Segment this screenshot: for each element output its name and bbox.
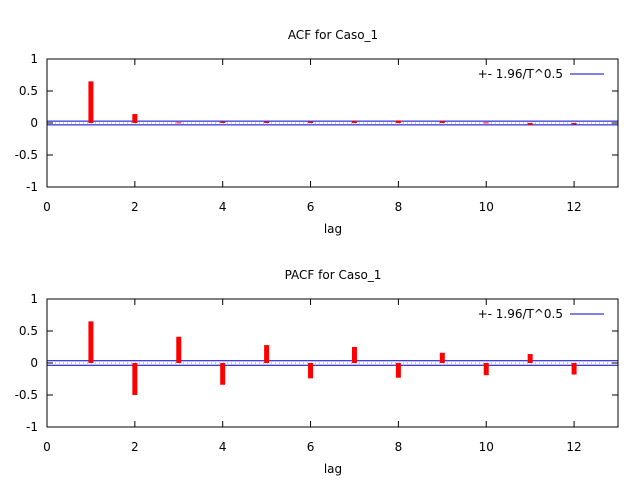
bar-lag-11: [527, 123, 533, 125]
bar-lag-5: [264, 345, 270, 363]
bar-lag-2: [132, 363, 138, 395]
bar-lag-12: [571, 363, 577, 375]
bar-lag-9: [439, 352, 445, 363]
y-tick-label: -0.5: [15, 388, 38, 402]
bar-lag-12: [571, 123, 577, 125]
chart-title: ACF for Caso_1: [288, 28, 378, 42]
bar-lag-2: [132, 114, 138, 123]
x-tick-label: 2: [131, 440, 139, 454]
x-tick-label: 2: [131, 200, 139, 214]
bar-lag-8: [395, 120, 401, 123]
bar-lag-3: [176, 122, 182, 124]
x-tick-label: 6: [307, 200, 315, 214]
x-tick-label: 6: [307, 440, 315, 454]
x-tick-label: 4: [219, 440, 227, 454]
y-tick-label: 1: [30, 292, 38, 306]
bar-lag-4: [220, 121, 226, 123]
chart-title: PACF for Caso_1: [285, 268, 382, 282]
legend-label: +- 1.96/T^0.5: [478, 67, 563, 81]
pacf-panel: PACF for Caso_1 1 0.5 0 -0.5 -1 0 2 4 6 8 10 12 lag +-…: [15, 268, 619, 476]
bar-lag-10: [483, 122, 489, 124]
x-tick-label: 0: [43, 440, 51, 454]
x-tick-label: 10: [479, 200, 494, 214]
acf-panel: ACF for Caso_1 1 0.5 0 -0.5 -1 0 2 4 6 8 10 12 lag +- …: [15, 28, 619, 236]
y-tick-label: 0: [30, 356, 38, 370]
x-tick-label: 12: [566, 440, 581, 454]
legend-label: +- 1.96/T^0.5: [478, 307, 563, 321]
bar-lag-4: [220, 363, 226, 385]
bar-lag-3: [176, 336, 182, 363]
y-tick-label: 1: [30, 52, 38, 66]
bar-lag-11: [527, 354, 533, 363]
x-tick-label: 12: [566, 200, 581, 214]
x-tick-label: 0: [43, 200, 51, 214]
y-tick-label: -1: [26, 180, 38, 194]
bar-lag-7: [351, 121, 357, 123]
bar-lag-1: [88, 81, 94, 123]
bar-lag-6: [308, 121, 314, 123]
x-axis-label: lag: [324, 222, 342, 236]
x-axis-label: lag: [324, 462, 342, 476]
bar-lag-1: [88, 321, 94, 363]
y-tick-label: 0.5: [19, 324, 38, 338]
x-tick-label: 8: [395, 440, 403, 454]
y-tick-label: 0: [30, 116, 38, 130]
bar-lag-7: [351, 347, 357, 363]
bar-lag-5: [264, 121, 270, 123]
x-tick-label: 8: [395, 200, 403, 214]
y-tick-label: -0.5: [15, 148, 38, 162]
bar-lag-9: [439, 121, 445, 123]
bar-lag-10: [483, 363, 489, 376]
bar-lag-6: [308, 363, 314, 379]
bar-lag-8: [395, 363, 401, 378]
x-tick-label: 4: [219, 200, 227, 214]
x-tick-label: 10: [479, 440, 494, 454]
y-tick-label: 0.5: [19, 84, 38, 98]
y-tick-label: -1: [26, 420, 38, 434]
